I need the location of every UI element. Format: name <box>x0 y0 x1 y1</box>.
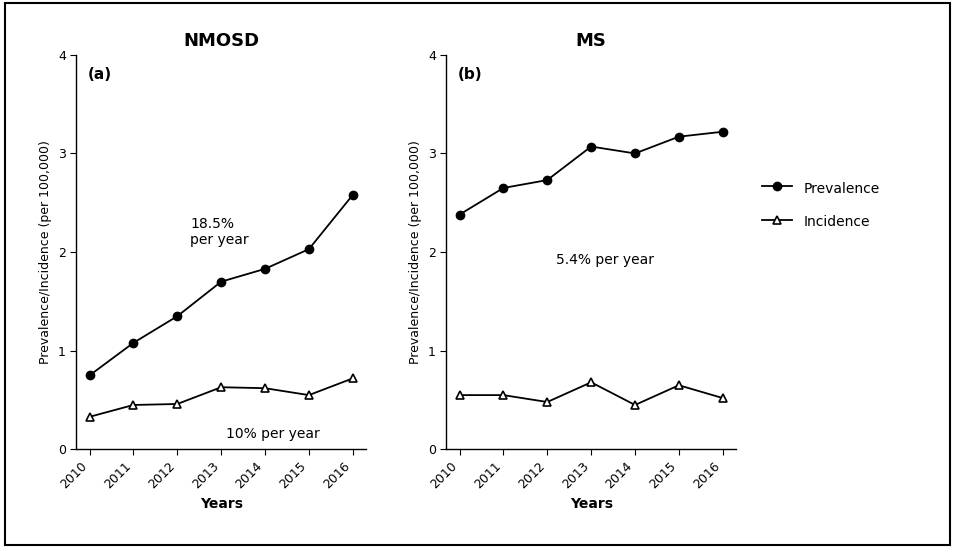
Title: MS: MS <box>576 32 606 50</box>
X-axis label: Years: Years <box>569 497 613 511</box>
Title: NMOSD: NMOSD <box>183 32 259 50</box>
Text: (a): (a) <box>88 67 112 82</box>
Text: 5.4% per year: 5.4% per year <box>556 253 654 267</box>
Y-axis label: Prevalence/Incidence (per 100,000): Prevalence/Incidence (per 100,000) <box>39 140 53 364</box>
X-axis label: Years: Years <box>200 497 243 511</box>
Text: (b): (b) <box>458 67 482 82</box>
Text: 18.5%
per year: 18.5% per year <box>190 217 249 247</box>
Y-axis label: Prevalence/Incidence (per 100,000): Prevalence/Incidence (per 100,000) <box>410 140 422 364</box>
Text: 10% per year: 10% per year <box>225 427 319 442</box>
Legend: Prevalence, Incidence: Prevalence, Incidence <box>757 175 883 234</box>
